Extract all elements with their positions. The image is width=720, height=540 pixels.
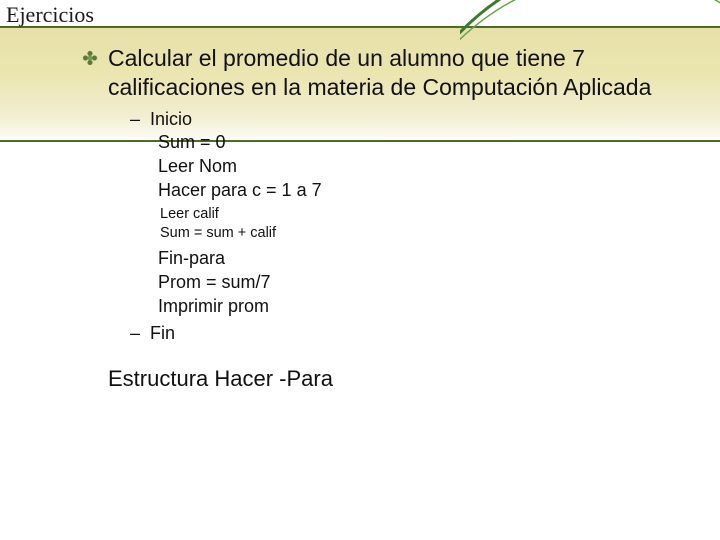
code-line: Imprimir prom — [158, 294, 690, 318]
code-line: Hacer para c = 1 a 7 — [158, 178, 690, 202]
inicio-row: – Inicio — [128, 109, 690, 130]
code-line: Prom = sum/7 — [158, 270, 690, 294]
fin-row: – Fin — [128, 323, 690, 344]
main-bullet-row: Calcular el promedio de un alumno que ti… — [82, 44, 690, 103]
flower-bullet-icon — [82, 50, 98, 66]
dash-icon: – — [128, 109, 140, 130]
code-line: Sum = sum + calif — [160, 224, 690, 244]
inicio-label: Inicio — [150, 109, 192, 130]
code-before-loop: Sum = 0 Leer Nom Hacer para c = 1 a 7 Le… — [158, 130, 690, 319]
code-line: Leer calif — [160, 205, 690, 225]
code-line: Sum = 0 — [158, 130, 690, 154]
content-area: Calcular el promedio de un alumno que ti… — [82, 44, 690, 392]
slide-title: Ejercicios — [6, 2, 94, 28]
dash-icon: – — [128, 323, 140, 344]
code-line: Fin-para — [158, 246, 690, 270]
main-bullet-text: Calcular el promedio de un alumno que ti… — [108, 44, 690, 103]
footer-text: Estructura Hacer -Para — [108, 366, 690, 392]
code-line: Leer Nom — [158, 154, 690, 178]
rule-top — [0, 26, 720, 28]
fin-label: Fin — [150, 323, 175, 344]
loop-body: Leer calif Sum = sum + calif — [160, 205, 690, 244]
sublist: – Inicio Sum = 0 Leer Nom Hacer para c =… — [128, 109, 690, 344]
